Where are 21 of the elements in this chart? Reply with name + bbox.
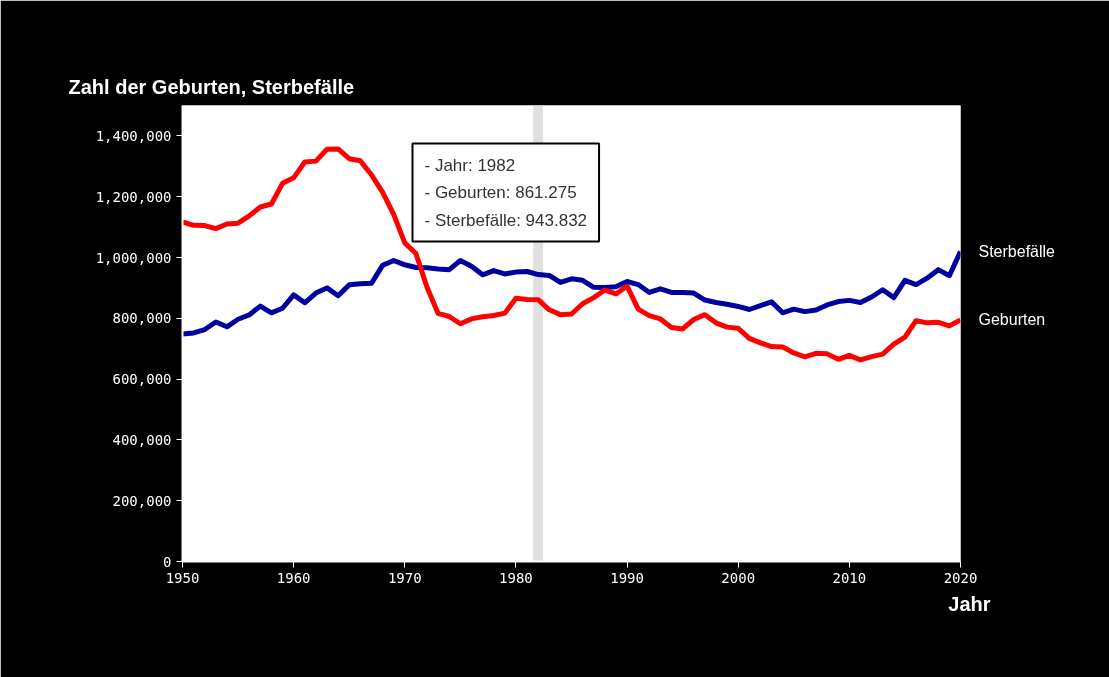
y-tick-label: 1,400,000 <box>95 127 172 144</box>
series-label: Sterbefälle <box>978 242 1056 260</box>
x-tick-label: 2020 <box>943 569 978 586</box>
y-tick-label: 600,000 <box>112 371 172 388</box>
annotation: - Jahr: 1982 - Geburten: 861.275 - Sterbefälle: 943.832 <box>424 155 588 230</box>
x-tick-label: 1960 <box>276 569 311 586</box>
y-tick-label: 800,000 <box>112 310 172 327</box>
x-tick-label: 1990 <box>610 569 644 586</box>
y-tick-label: 200,000 <box>112 492 172 509</box>
y-tick-label: 1,200,000 <box>95 188 172 205</box>
x-tick-label: 2010 <box>832 569 867 586</box>
y-tick-label: 400,000 <box>112 431 172 448</box>
x-tick-label: 1950 <box>165 569 200 586</box>
y-tick-label: 0 <box>163 553 172 570</box>
x-tick-label: 2000 <box>721 569 756 586</box>
chart-title: Zahl der Geburten, Sterbefälle <box>68 75 355 98</box>
series-label: Geburten <box>978 311 1046 329</box>
x-tick-label: 1980 <box>499 569 533 586</box>
y-tick-label: 1,000,000 <box>95 249 172 266</box>
x-tick-label: 1970 <box>387 569 422 586</box>
x-axis-title: Jahr <box>948 592 991 615</box>
